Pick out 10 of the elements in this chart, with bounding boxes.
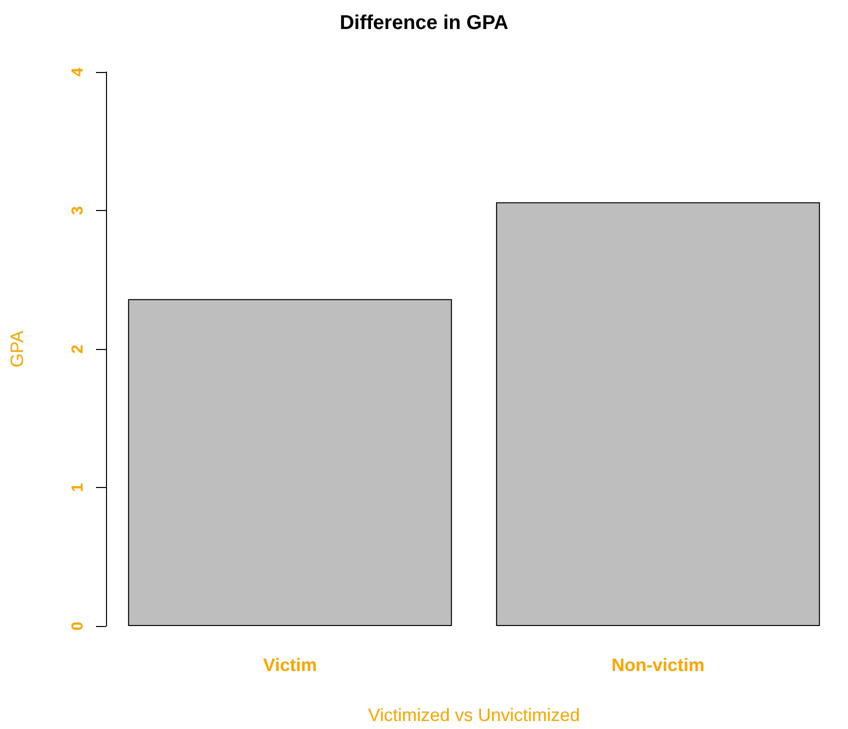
y-tick-label: 0: [70, 621, 86, 630]
x-tick-label: Non-victim: [611, 655, 705, 675]
x-tick-label: Victim: [263, 655, 317, 675]
y-tick-label: 2: [70, 344, 86, 354]
y-tick-label: 3: [70, 206, 86, 215]
y-axis-title: GPA: [7, 330, 27, 368]
chart-title: Difference in GPA: [340, 12, 508, 34]
y-tick-label: 1: [70, 482, 86, 492]
x-axis-title: Victimized vs Unvictimized: [368, 705, 580, 725]
y-tick-label: 4: [70, 67, 86, 76]
